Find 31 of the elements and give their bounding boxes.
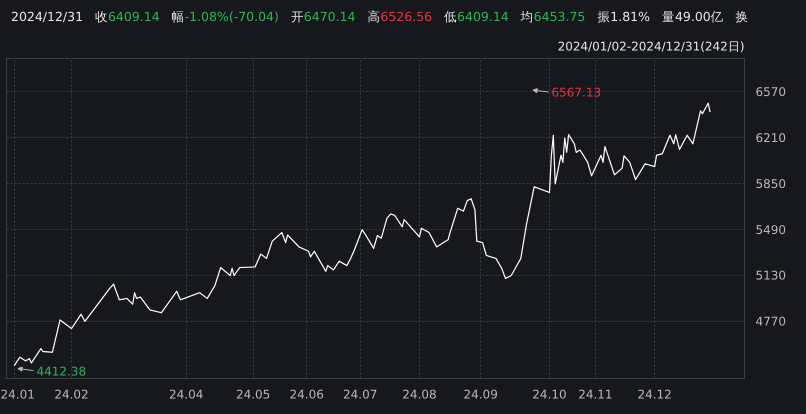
x-tick-label: 24.07 — [343, 388, 378, 402]
text: 开6470.14 — [290, 9, 356, 24]
x-tick-label: 24.09 — [463, 388, 498, 402]
line-series — [14, 102, 711, 366]
y-tick-label: 6210 — [756, 131, 786, 146]
annotation: 6567.13 — [552, 86, 602, 100]
x-tick-label: 24.06 — [289, 388, 324, 402]
text: 均6453.75 — [520, 9, 586, 24]
text: 高6526.56 — [367, 9, 432, 24]
x-tick-label: 24.11 — [578, 388, 613, 402]
y-tick-label: 6570 — [756, 85, 786, 100]
chart-title: 2024/12/31 — [11, 9, 84, 24]
x-tick-label: 24.10 — [532, 388, 567, 402]
x-tick-label: 24.04 — [169, 388, 204, 402]
x-tick-label: 24.05 — [236, 388, 270, 402]
text: 收6409.14 — [94, 9, 160, 24]
x-tick-label: 24.01 — [0, 388, 35, 402]
annotation: 4412.38 — [36, 364, 86, 379]
text: 换 — [736, 9, 749, 24]
y-tick-label: 5130 — [756, 268, 786, 283]
text: 振1.81% — [597, 9, 650, 24]
text: 幅-1.08%(-70.04) — [172, 9, 279, 24]
y-tick-label: 5490 — [756, 222, 786, 237]
x-tick-label: 24.02 — [54, 388, 89, 402]
text: 低6409.14 — [444, 9, 509, 24]
x-tick-label: 24.12 — [637, 388, 672, 402]
y-tick-label: 5850 — [756, 176, 786, 191]
text: 量49.00亿 — [662, 9, 724, 24]
chart-subtitle: 2024/01/02-2024/12/31(242日) — [558, 40, 745, 54]
x-tick-label: 24.08 — [402, 388, 437, 402]
y-tick-label: 4770 — [756, 314, 786, 329]
